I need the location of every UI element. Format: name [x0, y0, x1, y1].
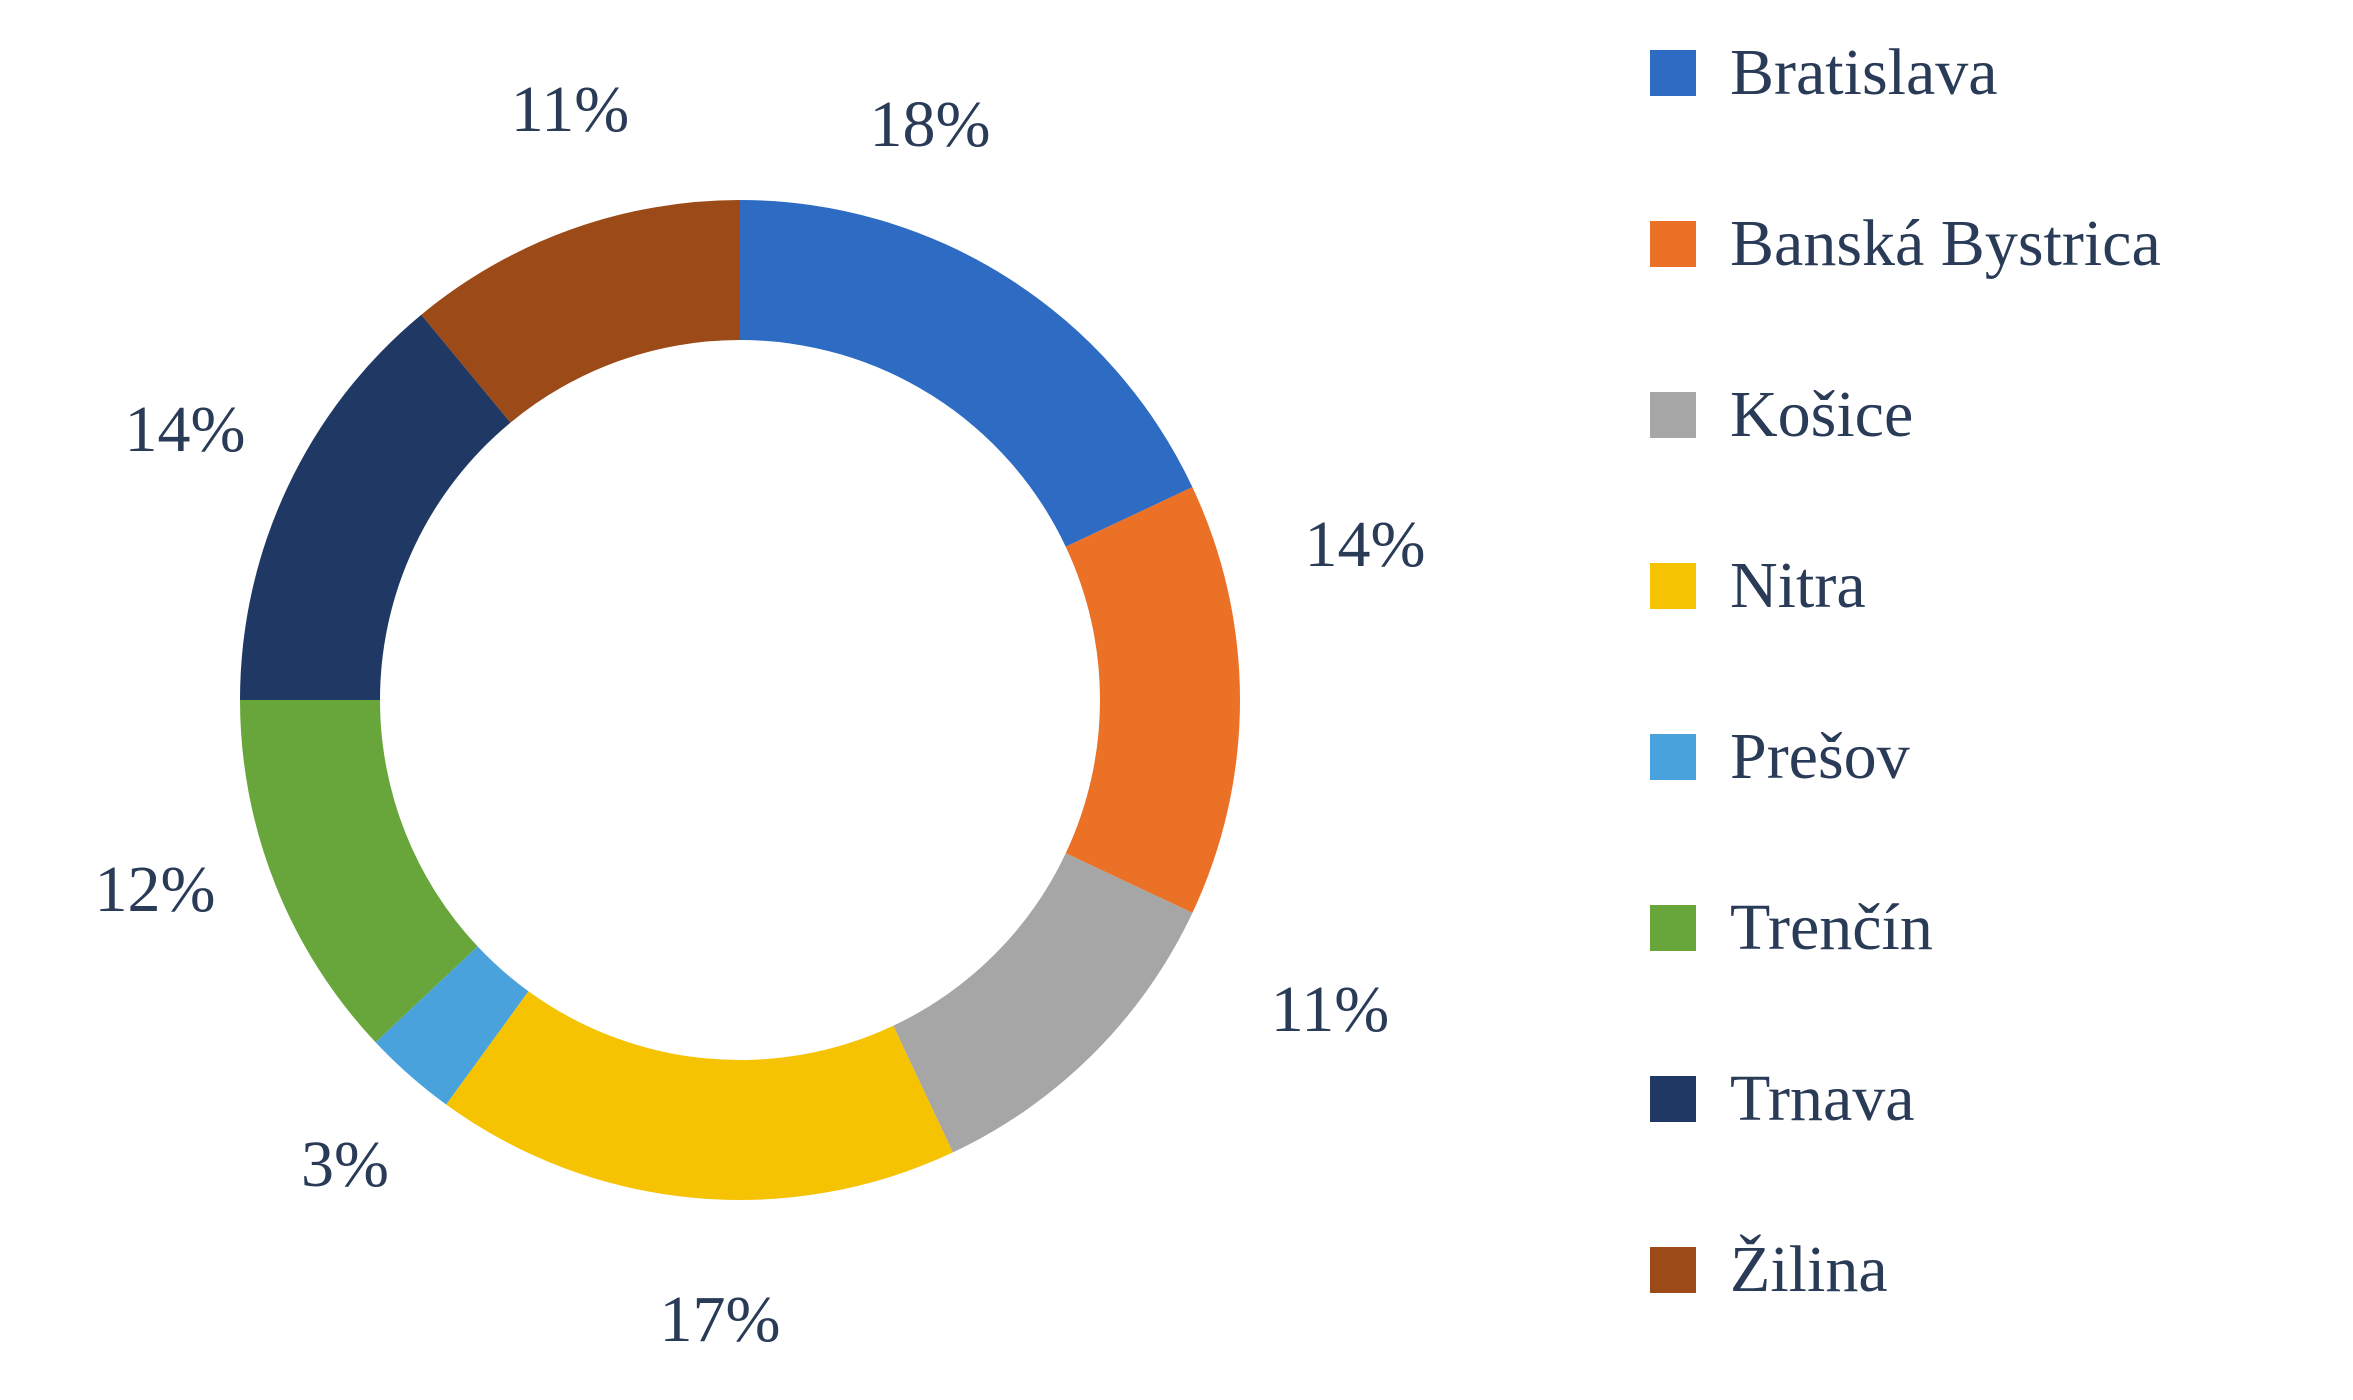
donut-slice	[446, 991, 953, 1200]
legend-label: Nitra	[1730, 548, 1866, 624]
legend-swatch	[1650, 221, 1696, 267]
legend-item: Nitra	[1650, 548, 2161, 624]
pct-label: 11%	[511, 72, 630, 148]
legend-swatch	[1650, 905, 1696, 951]
pct-label: 18%	[870, 87, 991, 163]
pct-label: 14%	[125, 392, 246, 468]
legend-label: Košice	[1730, 377, 1913, 453]
legend-item: Trenčín	[1650, 890, 2161, 966]
chart-container: 18% 14% 11% 17% 3% 12% 14% 11% Bratislava Banská…	[0, 0, 2353, 1400]
legend-swatch	[1650, 734, 1696, 780]
legend-label: Bratislava	[1730, 35, 1998, 111]
pct-label: 17%	[660, 1282, 781, 1358]
legend-item: Banská Bystrica	[1650, 206, 2161, 282]
donut-chart: 18%14%11%17%3%12%14%11%	[80, 40, 1400, 1360]
donut-slice	[1066, 487, 1240, 913]
legend-item: Prešov	[1650, 719, 2161, 795]
legend-item: Bratislava	[1650, 35, 2161, 111]
legend-swatch	[1650, 1247, 1696, 1293]
pct-label: 3%	[301, 1127, 389, 1203]
donut-slice	[893, 853, 1192, 1152]
donut-slice	[740, 200, 1192, 547]
donut-svg	[80, 40, 1400, 1360]
legend-swatch	[1650, 392, 1696, 438]
legend-item: Košice	[1650, 377, 2161, 453]
pct-label: 12%	[95, 852, 216, 928]
legend-swatch	[1650, 1076, 1696, 1122]
legend-label: Banská Bystrica	[1730, 206, 2161, 282]
legend-item: Trnava	[1650, 1061, 2161, 1137]
legend-item: Žilina	[1650, 1232, 2161, 1308]
legend-swatch	[1650, 563, 1696, 609]
pct-label: 11%	[1271, 972, 1390, 1048]
legend-label: Žilina	[1730, 1232, 1888, 1308]
legend-swatch	[1650, 50, 1696, 96]
pct-label: 14%	[1305, 507, 1426, 583]
legend-label: Trenčín	[1730, 890, 1933, 966]
legend-label: Prešov	[1730, 719, 1910, 795]
legend-label: Trnava	[1730, 1061, 1915, 1137]
legend: Bratislava Banská Bystrica Košice Nitra Preš…	[1650, 35, 2161, 1308]
